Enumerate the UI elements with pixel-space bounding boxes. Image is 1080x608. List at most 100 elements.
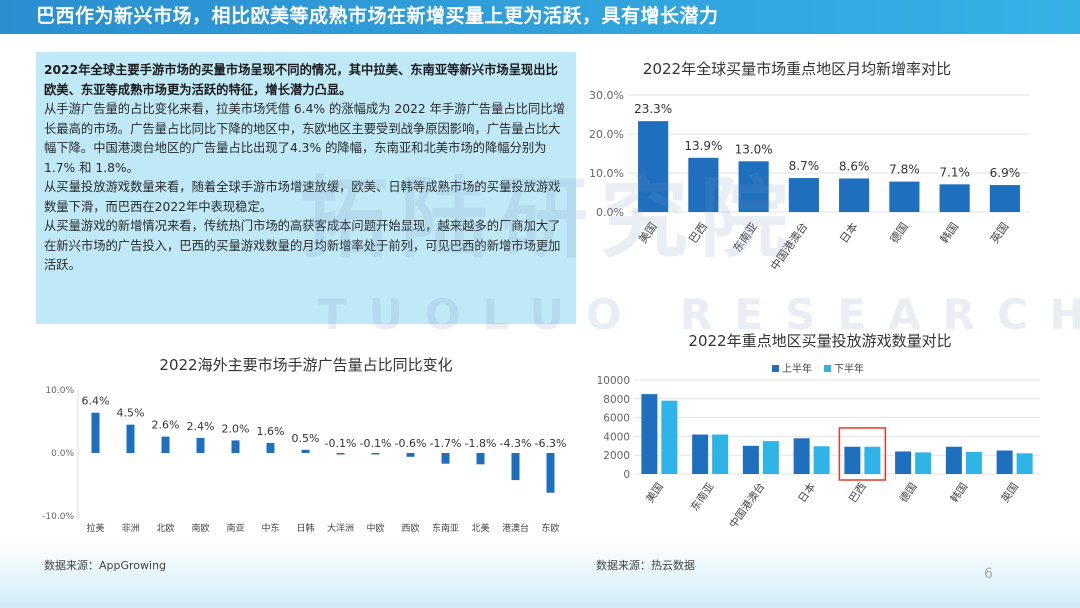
- chart2-category-label: 东南亚: [432, 522, 459, 534]
- chart3-category-label: 东南亚: [688, 480, 717, 514]
- chart3-ytick: 6000: [603, 413, 630, 425]
- chart2-value-label: 2.0%: [222, 422, 250, 435]
- chart2-ytick: 0.0%: [51, 449, 74, 459]
- chart2-title: 2022海外主要市场手游广告量占比同比变化: [159, 356, 452, 374]
- chart2-value-label: 4.5%: [117, 407, 145, 420]
- chart2-value-label: -1.7%: [430, 437, 462, 450]
- chart1-value-label: 8.7%: [789, 159, 820, 173]
- chart3-bar: [813, 446, 830, 474]
- chart1-value-label: 8.6%: [839, 159, 870, 173]
- page-number: 6: [984, 566, 993, 582]
- summary-lead: 2022年全球主要手游市场的买量市场呈现不同的情况，其中拉美、东南亚等新兴市场呈…: [44, 63, 558, 97]
- chart2-value-label: 1.6%: [257, 425, 285, 438]
- chart3-bar: [742, 445, 759, 474]
- chart-ad-share-change: 2022海外主要市场手游广告量占比同比变化 10.0% 0.0% -10.0% 6.4%…: [42, 356, 567, 534]
- chart2-bar: [371, 453, 380, 455]
- chart3-category-label: 日本: [795, 480, 818, 505]
- chart1-value-label: 23.3%: [634, 102, 672, 116]
- chart3-ytick: 10000: [597, 375, 630, 387]
- chart1-bar: [989, 185, 1020, 212]
- chart3-bar: [712, 434, 729, 474]
- chart1-title: 2022年全球买量市场重点地区月均新增率对比: [643, 60, 951, 78]
- chart2-value-label: -6.3%: [535, 437, 567, 450]
- chart2-bar: [336, 453, 345, 455]
- chart1-bar: [738, 161, 769, 212]
- footer-wave: [0, 540, 1080, 608]
- chart2-category-label: 西欧: [401, 522, 419, 534]
- chart2-bar: [231, 440, 240, 453]
- chart3-ytick: 4000: [603, 431, 630, 443]
- chart3-category-label: 美国: [643, 480, 666, 505]
- chart1-ytick: 20.0%: [589, 128, 624, 141]
- chart2-bar: [511, 453, 520, 481]
- summary-paragraph-3: 从买量游戏的新增情况来看，传统热门市场的高获客成本问题开始显现，越来越多的厂商加…: [44, 219, 561, 272]
- chart3-bar: [793, 438, 810, 474]
- chart1-bar: [889, 181, 920, 212]
- chart2-bar: [476, 453, 485, 465]
- chart3-category-label: 韩国: [948, 480, 971, 505]
- summary-paragraph-1: 从手游广告量的占比变化来看，拉美市场凭借 6.4% 的涨幅成为 2022 年手游…: [44, 102, 565, 175]
- chart2-category-label: 北欧: [156, 522, 174, 534]
- chart1-value-label: 13.0%: [735, 142, 773, 156]
- summary-textbox: 2022年全球主要手游市场的买量市场呈现不同的情况，其中拉美、东南亚等新兴市场呈…: [36, 52, 576, 324]
- chart2-value-label: -4.3%: [500, 437, 532, 450]
- chart3-title: 2022年重点地区买量投放游戏数量对比: [688, 332, 951, 350]
- chart2-value-label: 2.4%: [187, 420, 215, 433]
- chart1-value-label: 7.1%: [939, 165, 970, 179]
- chart2-category-label: 北美: [471, 522, 489, 534]
- chart3-bar: [945, 446, 962, 474]
- chart3-bar: [1016, 453, 1033, 474]
- summary-paragraph-2: 从买量投放游戏数量来看，随着全球手游市场增速放缓，欧美、日韩等成熟市场的买量投放…: [44, 180, 561, 214]
- page-title: 巴西作为新兴市场，相比欧美等成熟市场在新增买量上更为活跃，具有增长潜力: [36, 5, 719, 27]
- source-left: 数据来源：AppGrowing: [44, 559, 167, 572]
- header-bar: 巴西作为新兴市场，相比欧美等成熟市场在新增买量上更为活跃，具有增长潜力: [0, 0, 1080, 34]
- chart2-category-label: 中东: [261, 522, 279, 534]
- chart1-category-label: 日本: [836, 220, 860, 246]
- source-right: 数据来源：热云数据: [596, 559, 695, 572]
- chart1-bar: [939, 184, 970, 212]
- chart1-bar: [638, 121, 669, 212]
- chart2-bar: [91, 412, 100, 453]
- chart2-category-label: 东欧: [541, 522, 559, 534]
- chart2-value-label: -0.1%: [325, 437, 357, 450]
- chart-monthly-new-rate: 2022年全球买量市场重点地区月均新增率对比 30.0% 20.0% 10.0% 0.0…: [589, 60, 1030, 273]
- chart2-category-label: 南亚: [226, 522, 244, 534]
- chart2-ytick: -10.0%: [42, 512, 74, 522]
- chart1-ytick: 0.0%: [596, 206, 624, 219]
- chart2-bar: [441, 453, 450, 464]
- chart3-bar: [692, 434, 709, 474]
- chart2-category-label: 南欧: [191, 522, 209, 534]
- chart3-legend-label: 上半年: [782, 362, 812, 375]
- chart2-category-label: 中欧: [366, 522, 384, 534]
- chart3-ytick: 8000: [603, 394, 630, 406]
- chart2-bar: [126, 424, 135, 453]
- chart1-value-label: 7.8%: [889, 163, 920, 177]
- chart2-bar: [161, 436, 170, 453]
- chart1-category-label: 巴西: [687, 220, 710, 245]
- chart3-bar: [762, 441, 779, 474]
- chart3-legend-swatch: [824, 365, 831, 372]
- chart3-category-label: 巴西: [847, 481, 869, 505]
- chart1-category-label: 美国: [636, 220, 659, 245]
- chart1-category-label: 东南亚: [731, 220, 761, 254]
- chart2-value-label: 2.6%: [152, 419, 180, 432]
- chart3-bar: [864, 446, 881, 474]
- chart3-ytick: 2000: [603, 450, 630, 462]
- chart3-legend-swatch: [772, 365, 779, 372]
- chart2-category-label: 日韩: [296, 522, 314, 534]
- chart3-ytick: 0: [623, 469, 630, 481]
- chart1-value-label: 13.9%: [684, 139, 722, 153]
- chart3-legend-label: 下半年: [834, 362, 864, 375]
- chart2-bar: [546, 453, 555, 493]
- chart2-value-label: -1.8%: [465, 437, 497, 450]
- chart2-value-label: -0.1%: [360, 437, 392, 450]
- chart1-bar: [688, 157, 719, 212]
- chart3-bar: [965, 451, 982, 474]
- chart3-bar: [661, 400, 678, 474]
- chart2-value-label: -0.6%: [395, 437, 427, 450]
- chart3-category-label: 英国: [998, 480, 1021, 505]
- chart3-bar: [915, 452, 932, 474]
- chart3-bar: [895, 451, 912, 474]
- chart3-category-label: 德国: [897, 480, 920, 505]
